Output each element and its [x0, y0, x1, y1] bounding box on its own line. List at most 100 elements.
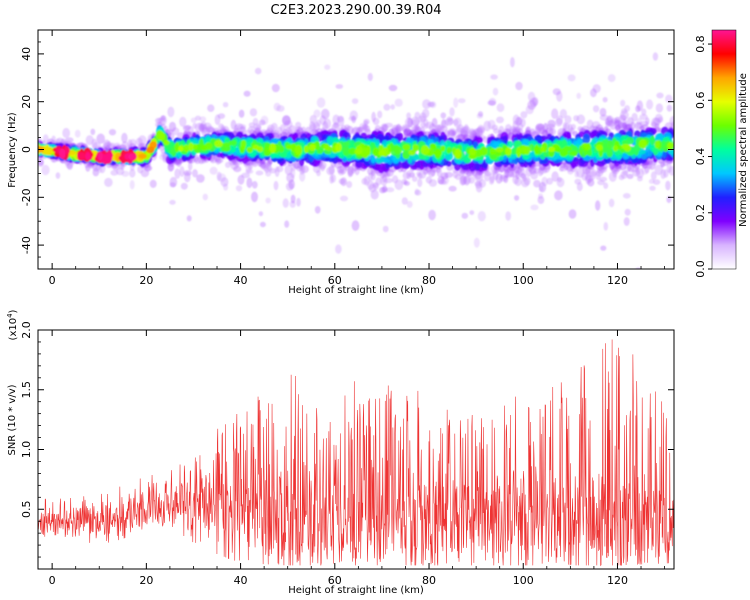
- spectrogram-cell: [346, 181, 352, 188]
- spectrogram-cell: [324, 144, 329, 150]
- spectrogram-cell: [650, 135, 655, 145]
- spectrogram-cell: [426, 176, 432, 183]
- spectrogram-cell: [577, 114, 586, 124]
- spectrogram-cell: [282, 115, 291, 125]
- spectrogram-cell: [167, 107, 174, 118]
- spectrogram-cell: [203, 194, 208, 201]
- spectrogram-cell: [478, 211, 486, 221]
- spectrogram-cell: [514, 195, 519, 201]
- spectrogram-cell: [596, 145, 603, 151]
- spectrogram-cell: [324, 65, 330, 70]
- spectrogram-cell: [427, 102, 434, 107]
- spectrogram-cell: [244, 91, 251, 97]
- spectrogram-cell: [530, 205, 538, 211]
- spectrogram-cell: [174, 169, 180, 179]
- spectrogram-cell: [449, 107, 454, 116]
- spectrogram-xtick-label: 20: [139, 274, 153, 287]
- spectrogram-cell: [496, 117, 504, 124]
- spectrogram-cell: [85, 164, 90, 171]
- snr-xlabel: Height of straight line (km): [288, 585, 424, 596]
- spectrogram-cell: [453, 98, 458, 108]
- spectrogram-cell: [469, 148, 476, 156]
- spectrogram-cell: [159, 132, 165, 141]
- spectrogram-cell: [233, 166, 241, 172]
- spectrogram-cell: [455, 149, 461, 159]
- spectrogram-cell: [222, 143, 231, 148]
- spectrogram-cell: [340, 196, 348, 202]
- spectrogram-cell: [231, 120, 237, 130]
- spectrogram-marks: [34, 52, 677, 274]
- spectrogram-ytick-label: -40: [20, 236, 33, 254]
- spectrogram-cell: [170, 177, 178, 187]
- spectrogram-ytick-label: 0: [20, 146, 33, 153]
- spectrogram-cell: [309, 144, 316, 151]
- spectrogram-cell: [276, 105, 284, 112]
- spectrogram-xlabel: Height of straight line (km): [288, 285, 424, 296]
- spectrogram-cell: [256, 171, 264, 176]
- spectrogram-cell: [351, 116, 356, 124]
- colorbar: 0.00.20.40.60.8 Normalized spectral ampl…: [694, 30, 749, 278]
- spectrogram-cell: [623, 193, 631, 199]
- spectrogram-cell: [246, 178, 252, 189]
- spectrogram-cell: [510, 57, 515, 67]
- spectrogram-cell: [62, 128, 70, 138]
- spectrogram-cell: [613, 145, 618, 151]
- spectrogram-cell: [559, 148, 567, 157]
- spectrogram-cell: [584, 143, 591, 150]
- spectrogram-cell: [90, 129, 95, 135]
- spectrogram-cell: [603, 182, 608, 189]
- spectrogram-cell: [536, 123, 545, 130]
- spectrogram-cell: [569, 151, 576, 156]
- spectrogram-cell: [608, 74, 616, 82]
- spectrogram-cell: [205, 142, 213, 149]
- spectrogram-cell: [600, 246, 606, 251]
- spectrogram-cell: [645, 117, 649, 125]
- spectrogram-cell: [146, 147, 154, 154]
- colorbar-tick-label: 0.0: [694, 260, 707, 278]
- spectrogram-cell: [336, 84, 344, 89]
- spectrogram-cell: [609, 199, 615, 208]
- spectrogram-cell: [407, 118, 413, 128]
- spectrogram-cell: [515, 117, 522, 126]
- snr-ytick-label: 2.0: [20, 321, 33, 339]
- spectrogram-cell: [538, 196, 545, 204]
- spectrogram-cell: [93, 168, 100, 176]
- spectrogram-cell: [540, 147, 545, 153]
- spectrogram-cell: [615, 125, 621, 130]
- snr-multiplier-open: (x10: [8, 318, 19, 341]
- figure-title: C2E3.2023.290.00.39.R04: [270, 3, 441, 18]
- spectrogram-cell: [428, 210, 436, 221]
- spectrogram-cell: [496, 173, 503, 183]
- spectrogram-cell: [653, 179, 660, 185]
- spectrogram-cell: [551, 108, 558, 119]
- spectrogram-cell: [378, 150, 385, 157]
- spectrogram-cell: [453, 171, 458, 179]
- spectrogram-cell: [603, 97, 608, 102]
- spectrogram-cell: [296, 198, 301, 207]
- spectrogram-cell: [554, 190, 563, 200]
- spectrogram-cell: [441, 112, 447, 118]
- spectrogram-cell: [377, 111, 382, 119]
- spectrogram-cell: [188, 143, 193, 152]
- spectrogram-cell: [656, 103, 663, 112]
- spectrogram-xtick-label: 0: [49, 274, 56, 287]
- spectrogram-cell: [408, 150, 416, 156]
- spectrogram-cell: [259, 120, 266, 126]
- spectrogram-cell: [259, 211, 263, 216]
- spectrogram-cell: [352, 98, 359, 104]
- spectrogram-cell: [371, 190, 379, 200]
- spectrogram-cell: [343, 142, 350, 147]
- spectrogram-cell: [214, 140, 223, 147]
- spectrogram-cell: [340, 177, 347, 186]
- spectrogram-xtick-label: 100: [513, 274, 534, 287]
- spectrogram-cell: [639, 139, 647, 148]
- spectrogram-cell: [505, 211, 511, 220]
- spectrogram-cell: [510, 172, 515, 177]
- spectrogram-cell: [77, 152, 84, 160]
- spectrogram-xtick-label: 40: [234, 274, 248, 287]
- spectrogram-cell: [317, 97, 326, 107]
- spectrogram-xtick-label: 120: [607, 274, 628, 287]
- spectrogram-cell: [335, 244, 342, 253]
- spectrogram-cell: [164, 140, 170, 145]
- spectrogram-cell: [199, 123, 204, 132]
